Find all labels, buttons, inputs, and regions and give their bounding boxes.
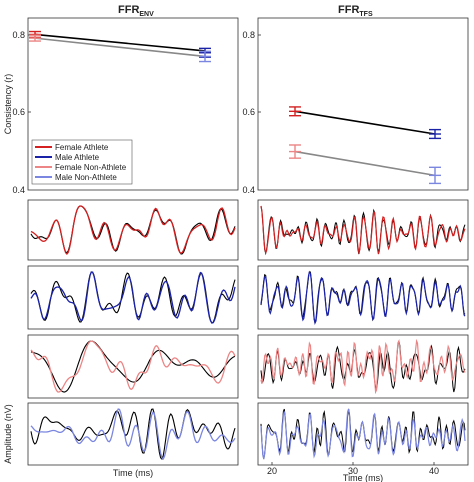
env-ytick-0.4: 0.4: [12, 185, 25, 195]
mean-line-athlete: [34, 33, 206, 52]
mean-line-non-athlete: [34, 37, 206, 58]
tfs-wave-axes-male-non-athlete: [257, 402, 469, 466]
title-ffr-tfs: FFRTFS: [338, 4, 373, 18]
y-axis-label-amplitude: Amplitude (nV): [3, 404, 13, 464]
legend: Female Athlete Male Athlete Female Non-A…: [31, 139, 133, 185]
tfs-trace-female-athlete: [260, 205, 466, 255]
mean-line-non-athlete: [294, 150, 436, 177]
legend-female-non-athlete: Female Non-Athlete: [55, 163, 127, 172]
mean-line-athlete: [294, 110, 436, 135]
env-wave-axes-male-non-athlete: [27, 402, 239, 466]
tfs-xtick-40: 40: [429, 466, 439, 476]
tfs-ytick-0.6: 0.6: [242, 107, 255, 117]
tfs-xtick-30: 30: [348, 466, 358, 476]
env-trace-female-non-athlete: [30, 340, 236, 393]
legend-male-non-athlete: Male Non-Athlete: [55, 173, 117, 182]
legend-male-athlete: Male Athlete: [55, 153, 100, 162]
env-trace-male-non-athlete: [30, 408, 236, 461]
env-consistency-axes: [27, 17, 239, 191]
env-trace-female-athlete: [30, 205, 236, 255]
env-wave-axes-male-athlete: [27, 265, 239, 330]
errorbar-male-non-athlete: [199, 50, 211, 63]
y-axis-label-consistency: Consistency (r): [3, 74, 13, 135]
tfs-ytick-0.8: 0.8: [242, 30, 255, 40]
tfs-xtick-20: 20: [267, 466, 277, 476]
tfs-wave-axes-male-athlete: [257, 265, 469, 330]
env-ytick-0.8: 0.8: [12, 30, 25, 40]
waveform-traces: [30, 205, 466, 461]
errorbar-female-athlete: [289, 106, 301, 117]
x-axis-label-env: Time (ms): [113, 468, 153, 478]
tfs-consistency-axes: [257, 17, 469, 191]
title-ffr-env: FFRENV: [118, 4, 154, 18]
tfs-wave-axes-female-non-athlete: [257, 334, 469, 399]
tfs-wave-axes-female-athlete: [257, 199, 469, 261]
env-trace-black-male-non-athlete: [30, 408, 236, 460]
env-wave-axes-female-athlete: [27, 199, 239, 261]
legend-female-athlete: Female Athlete: [55, 143, 109, 152]
errorbar-male-athlete: [429, 128, 441, 140]
tfs-trace-male-athlete: [260, 270, 466, 325]
errorbar-male-non-athlete: [429, 166, 441, 185]
errorbar-female-non-athlete: [289, 144, 301, 159]
tfs-ytick-0.4: 0.4: [242, 185, 255, 195]
tfs-trace-black-female-athlete: [260, 205, 466, 256]
tfs-trace-male-non-athlete: [260, 408, 466, 460]
x-axis-label-tfs: Time (ms): [343, 473, 383, 482]
tfs-consistency-marks: [289, 106, 441, 185]
env-trace-male-athlete: [30, 271, 236, 324]
tfs-trace-female-non-athlete: [260, 338, 466, 395]
env-ytick-0.6: 0.6: [12, 107, 25, 117]
env-consistency-marks: [29, 30, 211, 63]
env-wave-axes-female-non-athlete: [27, 334, 239, 399]
errorbar-female-non-athlete: [29, 34, 41, 42]
env-trace-black-female-non-athlete: [30, 340, 236, 393]
